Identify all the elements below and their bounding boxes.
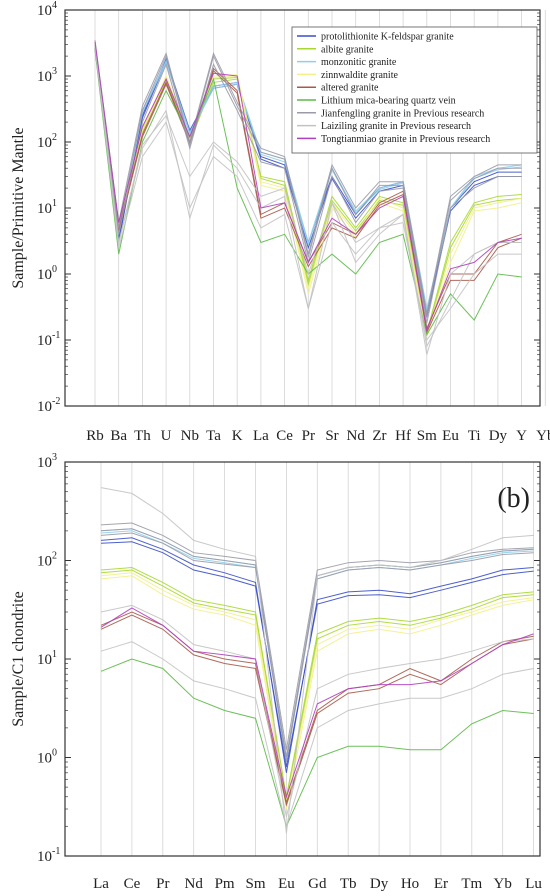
x-tick-label: K	[232, 428, 243, 444]
x-tick-label: Ta	[206, 428, 221, 444]
x-tick-label: Ce	[276, 428, 293, 444]
x-tick-label: Ba	[110, 428, 127, 444]
y-tick-label: 104	[37, 0, 57, 19]
legend-label: altered granite	[321, 83, 379, 94]
legend-label: Lithium mica-bearing quartz vein	[321, 96, 456, 107]
legend-label: Jianfengling granite in Previous researc…	[321, 108, 484, 119]
y-tick-label: 103	[37, 452, 57, 471]
x-tick-label: La	[253, 428, 269, 444]
legend-label: monzonitic granite	[321, 57, 397, 68]
y-tick-label: 100	[37, 748, 57, 767]
x-tick-label: U	[161, 428, 172, 444]
legend-label: albite granite	[321, 44, 374, 55]
x-tick-label: Eu	[278, 876, 295, 892]
legend-label: zinnwaldite granite	[321, 70, 398, 81]
chart-panel-b: 103 102 101 100 10-1 La Ce Pr Nd Pm Sm Eu Gd Tb Dy Ho Er…	[10, 452, 542, 892]
y-axis-label: Sample/C1 chondrite	[10, 591, 27, 727]
x-tick-label: Yb	[536, 428, 550, 444]
x-tick-label: Tb	[340, 876, 357, 892]
x-tick-label: Sm	[245, 876, 265, 892]
x-tick-label: Hf	[395, 428, 411, 444]
series-line	[100, 614, 534, 807]
x-tick-label: La	[93, 876, 109, 892]
series-line	[94, 40, 522, 335]
y-tick-label: 102	[37, 132, 57, 151]
x-tick-label: Pr	[156, 876, 169, 892]
legend-label: protolithionite K-feldspar granite	[321, 32, 454, 43]
x-tick-label: Y	[516, 428, 527, 444]
x-tick-label: Ho	[401, 876, 419, 892]
series-line	[94, 44, 522, 355]
panel-label: (b)	[497, 483, 530, 514]
x-tick-label: Zr	[372, 428, 386, 444]
x-tick-label: Tm	[461, 876, 482, 892]
x-tick-label: Ce	[124, 876, 141, 892]
y-tick-label: 10-2	[37, 396, 60, 415]
x-tick-label: Gd	[308, 876, 327, 892]
y-tick-label: 101	[37, 198, 57, 217]
x-tick-label: Pm	[215, 876, 235, 892]
x-tick-label: Lu	[525, 876, 542, 892]
y-tick-label: 102	[37, 551, 57, 570]
x-tick-label: Dy	[370, 876, 389, 892]
x-tick-label: Sm	[417, 428, 437, 444]
series-line	[94, 42, 522, 338]
series-line	[100, 658, 534, 828]
legend: protolithionite K-feldspar granitealbite…	[291, 26, 538, 154]
plot-frame	[64, 9, 541, 407]
series-line	[100, 572, 534, 803]
x-tick-label: Dy	[489, 428, 508, 444]
legend-label: Laiziling granite in Previous research	[321, 121, 471, 132]
y-axis-label: Sample/Primitive Mantle	[10, 127, 27, 288]
series-line	[100, 641, 534, 829]
y-tick-label: 10-1	[37, 846, 60, 865]
chart-panel-a: 104 103 102 101 100 10-1 10-2 Rb Ba Th U Nb Ta K La Ce P…	[10, 0, 550, 444]
series-line	[100, 569, 534, 799]
x-tick-label: Eu	[442, 428, 459, 444]
x-tick-label: Ti	[468, 428, 481, 444]
series-line	[94, 46, 522, 342]
series-line	[94, 43, 522, 335]
series-line	[100, 604, 534, 817]
y-tick-label: 103	[37, 66, 57, 85]
x-tick-label: Nb	[181, 428, 199, 444]
legend-box	[291, 26, 538, 154]
series-line	[100, 607, 534, 799]
series-line	[100, 566, 534, 797]
y-tick-label: 101	[37, 649, 57, 668]
y-tick-label: 10-1	[37, 330, 60, 349]
series-line	[94, 46, 522, 335]
legend-label: Tongtianmiao granite in Previous researc…	[321, 134, 490, 145]
series-line	[100, 575, 534, 810]
series-line	[100, 537, 534, 773]
plot-frame	[64, 461, 541, 857]
x-tick-label: Nd	[347, 428, 366, 444]
x-tick-label: Pr	[302, 428, 315, 444]
series-line	[94, 41, 522, 333]
x-tick-label: Sr	[325, 428, 338, 444]
series-line	[94, 40, 522, 314]
series-line	[100, 487, 534, 834]
series-line	[94, 44, 522, 318]
x-tick-label: Nd	[185, 876, 204, 892]
x-tick-label: Er	[434, 876, 448, 892]
x-tick-label: Th	[134, 428, 151, 444]
series-line	[100, 522, 534, 750]
series-line	[100, 541, 534, 768]
x-tick-label: Rb	[86, 428, 104, 444]
x-tick-label: Yb	[494, 876, 512, 892]
y-tick-label: 100	[37, 264, 57, 283]
